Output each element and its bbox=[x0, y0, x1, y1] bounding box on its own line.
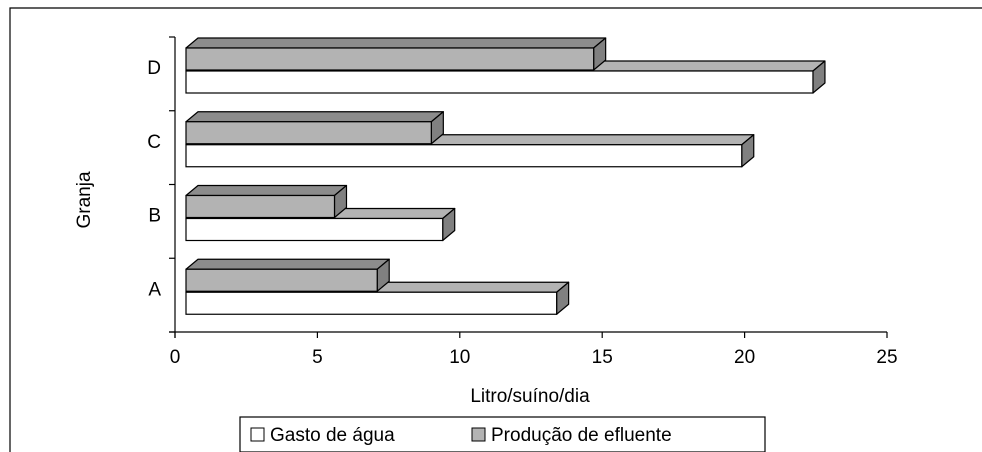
bar-efluente-b-top bbox=[185, 184, 348, 197]
legend-box bbox=[239, 416, 766, 452]
x-axis-title: Litro/suíno/dia bbox=[470, 386, 590, 407]
legend: Gasto de água Produção de efluente bbox=[239, 416, 766, 452]
category-label-c: C bbox=[147, 132, 161, 153]
category-label-b: B bbox=[148, 206, 161, 227]
bar-efluente-c-front bbox=[185, 121, 432, 145]
legend-label-efluente: Produção de efluente bbox=[491, 425, 672, 446]
bar-efluente-d bbox=[185, 37, 607, 71]
bar-efluente-b bbox=[185, 184, 348, 219]
x-tick-label: 20 bbox=[734, 347, 755, 368]
bar-efluente-a bbox=[185, 258, 390, 292]
category-label-d: D bbox=[147, 58, 161, 79]
bar-efluente-b-front bbox=[185, 194, 336, 219]
y-axis-title: Granja bbox=[74, 171, 95, 228]
bar-efluente-d-top bbox=[185, 37, 607, 49]
x-tick-label: 0 bbox=[170, 347, 181, 368]
bar-efluente-a-front bbox=[185, 268, 378, 292]
category-label-a: A bbox=[148, 279, 161, 300]
x-tick-label: 5 bbox=[312, 347, 323, 368]
bar-gasto-c-front bbox=[185, 144, 743, 168]
bar-efluente-c-top bbox=[185, 111, 444, 123]
legend-label-gasto: Gasto de água bbox=[270, 425, 395, 446]
legend-swatch-efluente bbox=[471, 427, 486, 442]
chart-frame bbox=[9, 7, 982, 452]
bar-efluente-d-front bbox=[185, 47, 595, 71]
bar-gasto-b-front bbox=[185, 217, 444, 242]
bar-efluente-c bbox=[185, 111, 444, 145]
axes-layer: A B C D 0 5 10 15 20 25 bbox=[147, 36, 898, 368]
x-tick-label: 25 bbox=[876, 347, 897, 368]
bar-gasto-d-front bbox=[185, 70, 814, 94]
bar-efluente-a-top bbox=[185, 258, 390, 270]
x-tick-label: 15 bbox=[592, 347, 613, 368]
bars-layer bbox=[185, 37, 826, 315]
legend-swatch-gasto bbox=[250, 427, 265, 442]
x-tick-label: 10 bbox=[449, 347, 470, 368]
bar-gasto-a-front bbox=[185, 291, 558, 315]
